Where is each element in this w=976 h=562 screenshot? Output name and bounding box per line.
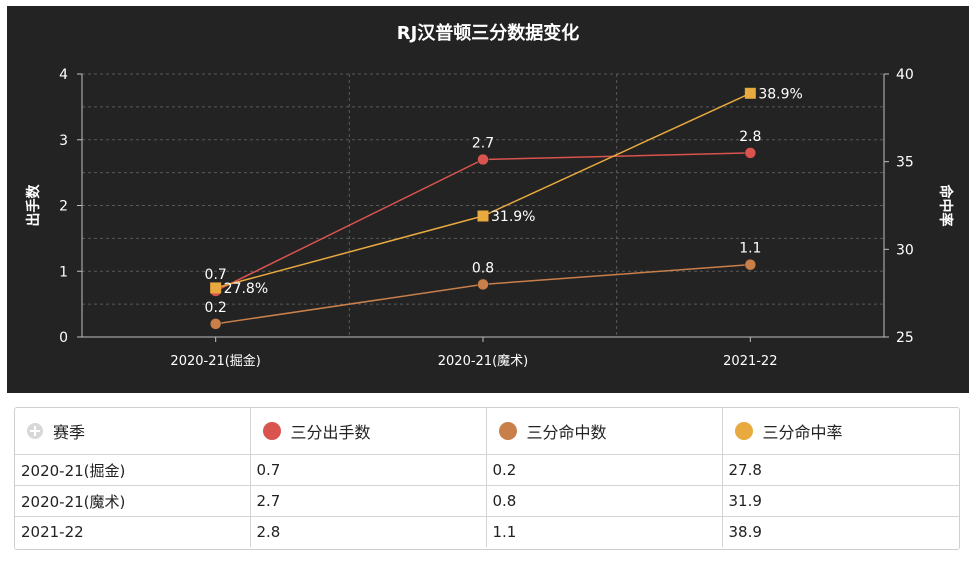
- table-cell: 0.8: [486, 485, 723, 517]
- data-label: 27.8%: [224, 281, 268, 297]
- series-marker-circle: [209, 318, 222, 330]
- header-series-made[interactable]: 三分命中数: [486, 408, 723, 455]
- series-marker-circle: [744, 258, 757, 271]
- table-cell: 2020-21(掘金): [15, 454, 251, 486]
- data-label: 31.9%: [491, 209, 535, 225]
- line-chart: RJ汉普顿三分数据变化 0 1 2 3 4 25 30 35 40 2020-21(掘金) 2020…: [25, 22, 954, 369]
- table-cell: 2.7: [250, 485, 487, 517]
- table-row: 2020-21(魔术) 2.7 0.8 31.9: [15, 485, 959, 517]
- data-label: 1.1: [739, 241, 761, 257]
- table-cell: 0.7: [250, 454, 487, 486]
- series-marker-square: [210, 282, 222, 294]
- table-cell: 2020-21(魔术): [15, 485, 251, 517]
- header-season[interactable]: 赛季: [15, 408, 251, 455]
- data-label: 0.8: [472, 260, 494, 276]
- table-cell: 2021-22: [15, 516, 251, 547]
- y-left-tick-label: 1: [59, 264, 68, 280]
- header-label: 赛季: [53, 423, 86, 442]
- table-cell: 27.8: [722, 454, 959, 486]
- x-tick-label: 2021-22: [723, 354, 777, 369]
- chart-panel: RJ汉普顿三分数据变化 0 1 2 3 4 25 30 35 40 2020-21(掘金) 2020…: [7, 6, 969, 393]
- table-header-row: 赛季 三分出手数 三分命中数: [15, 408, 959, 455]
- y-axis-left-title: 出手数: [25, 184, 42, 227]
- y-right-tick-label: 40: [896, 67, 914, 83]
- y-right-tick-label: 25: [896, 330, 914, 346]
- header-series-pct[interactable]: 三分命中率: [722, 408, 959, 455]
- header-series-attempts[interactable]: 三分出手数: [250, 408, 487, 455]
- table-cell: 2.8: [250, 516, 487, 547]
- y-left-tick-label: 3: [59, 133, 68, 149]
- series-marker-square: [744, 87, 756, 99]
- data-label: 0.7: [205, 267, 227, 283]
- table-cell: 1.1: [486, 516, 723, 547]
- table-cell: 0.2: [486, 454, 723, 486]
- chart-title: RJ汉普顿三分数据变化: [397, 22, 580, 44]
- data-label: 2.7: [472, 135, 494, 151]
- table-cell: 38.9: [728, 523, 762, 541]
- data-label: 2.8: [739, 129, 761, 145]
- y-right-tick-label: 35: [896, 155, 914, 171]
- plus-circle-icon[interactable]: [27, 423, 43, 439]
- header-label: 三分命中数: [526, 423, 607, 442]
- header-label: 三分出手数: [290, 423, 371, 442]
- y-left-tick-label: 0: [59, 330, 68, 346]
- legend-dot-icon: [262, 422, 281, 440]
- data-label: 0.2: [205, 300, 227, 316]
- y-axis-right-title: 命中率: [937, 184, 954, 227]
- series-marker-square: [477, 210, 489, 222]
- legend-dot-icon: [498, 422, 517, 440]
- y-right-tick-label: 30: [896, 242, 914, 258]
- table-cell: 31.9: [722, 485, 959, 517]
- table-row: 2020-21(掘金) 0.7 0.2 27.8: [15, 454, 959, 486]
- series-line: [215, 92, 751, 289]
- x-tick-label: 2020-21(魔术): [438, 354, 528, 369]
- legend-dot-icon: [734, 422, 753, 440]
- header-label: 三分命中率: [762, 423, 843, 442]
- series-marker-circle: [477, 153, 489, 166]
- table-row: 2021-22 2.8 1.1 38.9: [15, 516, 959, 547]
- y-left-tick-label: 2: [59, 199, 68, 215]
- series-marker-circle: [744, 147, 757, 159]
- data-label: 38.9%: [758, 86, 802, 102]
- data-table: 赛季 三分出手数 三分命中数: [14, 407, 960, 550]
- y-left-tick-label: 4: [59, 67, 68, 83]
- x-tick-label: 2020-21(掘金): [170, 353, 260, 369]
- series-marker-circle: [477, 278, 489, 291]
